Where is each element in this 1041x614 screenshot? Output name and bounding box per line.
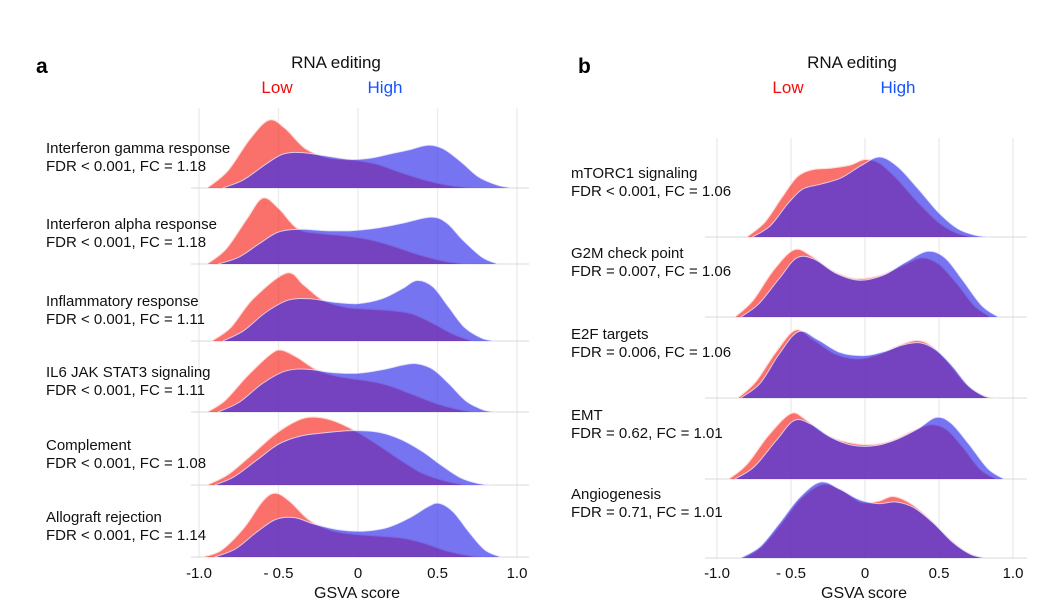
legend-low-label-a: Low	[261, 78, 293, 97]
density-high-outline	[217, 362, 497, 413]
pathway-name: Complement	[46, 437, 132, 454]
panel-b-letter: b	[578, 55, 591, 78]
panel-a-letter: a	[36, 55, 48, 78]
legend-high-label-a: High	[367, 78, 403, 97]
pathway-stats: FDR < 0.001, FC = 1.11	[46, 311, 205, 328]
row-label: E2F targets FDR = 0.006, FC = 1.06	[571, 326, 731, 362]
density-high-fill	[222, 280, 495, 341]
row-label: Inflammatory response FDR < 0.001, FC = 1…	[46, 293, 205, 329]
density-high-outline	[222, 144, 513, 189]
pathway-stats: FDR < 0.001, FC = 1.18	[46, 234, 207, 251]
legend-title-b: RNA editing	[807, 53, 897, 72]
density-high-fill	[734, 417, 1005, 479]
x-tick-label: 0	[860, 565, 870, 582]
pathway-stats: FDR < 0.001, FC = 1.06	[571, 183, 732, 200]
pathway-stats: FDR = 0.71, FC = 1.01	[571, 504, 723, 521]
density-high-outline	[214, 502, 502, 558]
x-axis-title-b: GSVA score	[821, 585, 907, 602]
pathway-name: IL6 JAK STAT3 signaling	[46, 364, 211, 381]
pathway-stats: FDR < 0.001, FC = 1.08	[46, 455, 207, 472]
density-high-fill	[740, 481, 985, 558]
row-label: G2M check point FDR = 0.007, FC = 1.06	[571, 245, 731, 281]
pathway-name: Interferon alpha response	[46, 216, 217, 233]
pathway-name: Angiogenesis	[571, 486, 662, 503]
density-high-outline	[740, 250, 999, 318]
pathway-name: mTORC1 signaling	[571, 165, 698, 182]
density-high-fill	[214, 430, 492, 485]
x-tick-label: -1.0	[704, 565, 730, 582]
legend-high-label-b: High	[880, 78, 916, 97]
pathway-stats: FDR < 0.001, FC = 1.14	[46, 527, 207, 544]
x-tick-label: - 0.5	[775, 565, 806, 582]
density-high-outline	[217, 216, 499, 265]
x-tick-label: 1.0	[506, 565, 528, 582]
pathway-stats: FDR = 0.007, FC = 1.06	[571, 263, 732, 280]
pathway-name: Interferon gamma response	[46, 140, 231, 157]
density-high-fill	[752, 156, 990, 237]
x-tick-label: 0	[353, 565, 363, 582]
legend-title-a: RNA editing	[291, 53, 381, 72]
density-high-fill	[740, 251, 999, 317]
x-tick-label: - 0.5	[263, 565, 294, 582]
x-tick-label: 0.5	[928, 565, 950, 582]
pathway-name: G2M check point	[571, 245, 684, 262]
density-high-outline	[222, 279, 495, 342]
row-label: mTORC1 signaling FDR < 0.001, FC = 1.06	[571, 165, 731, 201]
density-high-outline	[740, 330, 997, 399]
density-high-fill	[740, 331, 997, 398]
density-high-fill	[218, 363, 497, 412]
pathway-name: Inflammatory response	[46, 293, 199, 310]
row-label: IL6 JAK STAT3 signaling FDR < 0.001, FC =…	[46, 364, 211, 400]
density-high-outline	[740, 481, 986, 559]
x-tick-label: 0.5	[427, 565, 448, 582]
row-label: Interferon alpha response FDR < 0.001, FC…	[46, 216, 217, 252]
row-label: Angiogenesis FDR = 0.71, FC = 1.01	[571, 486, 723, 522]
row-label: Complement FDR < 0.001, FC = 1.08	[46, 437, 206, 473]
density-high-fill	[222, 145, 513, 188]
pathway-stats: FDR = 0.62, FC = 1.01	[571, 425, 723, 442]
x-tick-label: -1.0	[186, 565, 212, 582]
pathway-name: Allograft rejection	[46, 509, 162, 526]
x-tick-label: 1.0	[1002, 565, 1024, 582]
pathway-name: E2F targets	[571, 326, 649, 343]
density-high-outline	[734, 416, 1005, 480]
row-label: Interferon gamma response FDR < 0.001, FC…	[46, 140, 230, 176]
pathway-stats: FDR < 0.001, FC = 1.11	[46, 382, 205, 399]
x-axis-title-a: GSVA score	[314, 585, 400, 602]
density-high-outline	[214, 430, 492, 486]
legend-low-label-b: Low	[772, 78, 804, 97]
row-label: EMT FDR = 0.62, FC = 1.01	[571, 407, 723, 443]
pathway-stats: FDR < 0.001, FC = 1.18	[46, 158, 207, 175]
density-high-fill	[214, 503, 502, 557]
row-label: Allograft rejection FDR < 0.001, FC = 1.1…	[46, 509, 206, 545]
density-high-fill	[218, 217, 498, 264]
pathway-stats: FDR = 0.006, FC = 1.06	[571, 344, 732, 361]
pathway-name: EMT	[571, 407, 603, 424]
density-high-outline	[752, 156, 990, 238]
